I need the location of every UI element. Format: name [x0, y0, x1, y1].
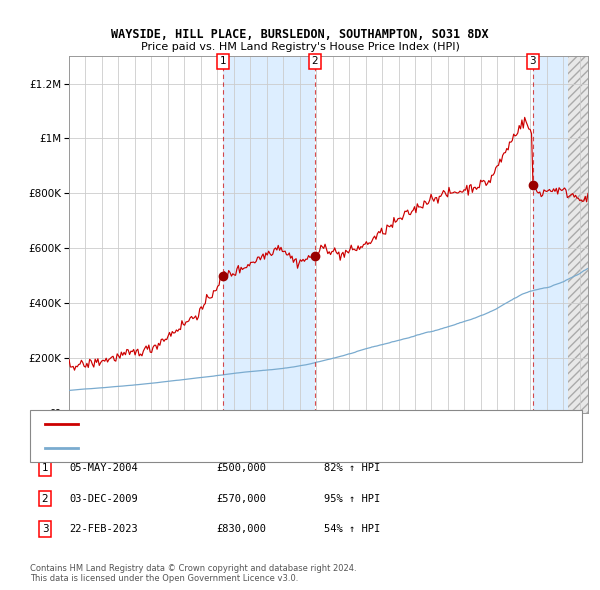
Text: 05-MAY-2004: 05-MAY-2004 — [69, 463, 138, 473]
Text: 1: 1 — [220, 57, 226, 67]
Text: HPI: Average price, detached house, Eastleigh: HPI: Average price, detached house, East… — [84, 443, 310, 453]
Text: WAYSIDE, HILL PLACE, BURSLEDON, SOUTHAMPTON, SO31 8DX: WAYSIDE, HILL PLACE, BURSLEDON, SOUTHAMP… — [111, 28, 489, 41]
Text: 1: 1 — [41, 463, 49, 473]
Text: WAYSIDE, HILL PLACE, BURSLEDON, SOUTHAMPTON, SO31 8DX (detached house): WAYSIDE, HILL PLACE, BURSLEDON, SOUTHAMP… — [84, 418, 484, 428]
Text: Price paid vs. HM Land Registry's House Price Index (HPI): Price paid vs. HM Land Registry's House … — [140, 42, 460, 53]
Text: £570,000: £570,000 — [216, 493, 266, 503]
Text: 95% ↑ HPI: 95% ↑ HPI — [324, 493, 380, 503]
Text: 54% ↑ HPI: 54% ↑ HPI — [324, 524, 380, 534]
Text: Contains HM Land Registry data © Crown copyright and database right 2024.
This d: Contains HM Land Registry data © Crown c… — [30, 563, 356, 583]
Text: 03-DEC-2009: 03-DEC-2009 — [69, 493, 138, 503]
Text: 3: 3 — [41, 524, 49, 534]
Text: £830,000: £830,000 — [216, 524, 266, 534]
Bar — [533, 56, 568, 413]
Text: £500,000: £500,000 — [216, 463, 266, 473]
Text: 2: 2 — [41, 493, 49, 503]
Text: 22-FEB-2023: 22-FEB-2023 — [69, 524, 138, 534]
Bar — [223, 56, 315, 413]
Bar — [568, 56, 588, 413]
Text: 3: 3 — [529, 57, 536, 67]
Text: 82% ↑ HPI: 82% ↑ HPI — [324, 463, 380, 473]
Text: 2: 2 — [311, 57, 318, 67]
